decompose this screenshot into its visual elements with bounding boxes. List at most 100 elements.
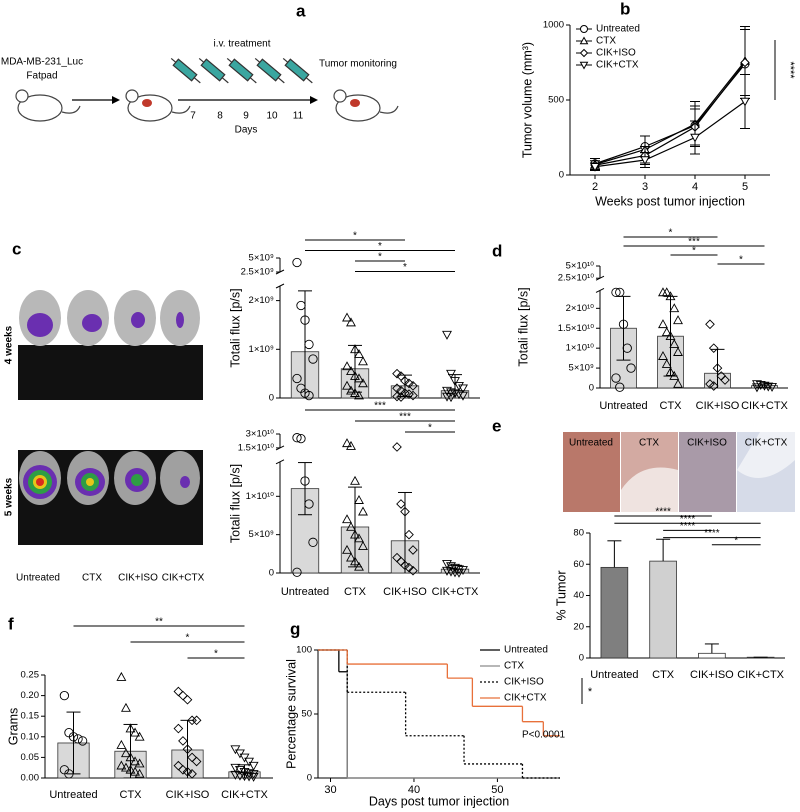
marker [342,514,352,524]
marker [408,545,418,555]
marker [446,393,456,403]
day: 8 [217,111,223,122]
imaging [18,290,203,545]
marker [611,287,621,298]
sig-label: * [692,246,696,257]
sig-label: * [186,633,190,644]
marker [120,748,131,758]
y-tick-label: 0.00 [21,773,40,784]
marker [308,537,318,547]
ihc-label: CTX [639,438,659,449]
arrow-head [310,96,318,104]
marker [458,566,468,576]
ihc-label: CIK+CTX [745,438,788,449]
y-tick-label: 500 [548,95,564,106]
marker [442,559,452,569]
marker [708,343,719,353]
marker [116,760,127,770]
sig-label: * [428,423,432,434]
marker [446,567,456,577]
y-tick-label: 0 [579,653,584,664]
legend-label: CTX [504,661,524,672]
x-tick-label: CIK+ISO [383,586,427,598]
marker [705,319,715,330]
marker [346,366,356,376]
marker [759,381,770,391]
x-tick-label: 50 [491,784,503,796]
marker [342,544,352,554]
mouse [127,94,173,122]
marker [191,715,202,726]
y-tick-label: 0.10 [21,731,40,742]
sig-label: * [214,649,218,660]
column-label: CIK+CTX [162,573,205,584]
y-tick-label: 1×10⁹ [249,344,274,355]
x-tick-label: Untreated [590,669,638,681]
marker [661,287,672,297]
marker [292,257,302,268]
mouse-tail [171,105,191,114]
marker [59,690,70,701]
marker [173,686,184,697]
x-tick-label: CTX [120,789,143,801]
sig-label: * [669,228,673,239]
ihc-texture [621,467,678,512]
sig-label: *** [688,237,700,248]
y-tick-label: 1×10¹⁰ [566,343,595,354]
marker [752,383,762,393]
annotation: * [588,686,593,698]
marker [354,390,364,400]
marker [64,769,74,779]
marker [669,339,680,348]
x-tick-label: 4 [692,181,698,193]
marker [358,356,368,366]
x-tick-label: Untreated [599,400,647,412]
sig-label: *** [399,412,411,423]
marker [191,756,202,767]
marker [400,506,410,517]
marker [296,433,306,444]
ihc-label: Untreated [569,438,613,449]
marker [446,369,456,379]
marker [446,562,456,572]
marker [354,561,364,571]
marker [77,736,88,746]
marker [120,702,131,712]
x-tick-label: CTX [660,400,683,412]
y-axis-title: Totali flux [p/s] [228,464,242,543]
panel-label: a [296,1,306,20]
marker [350,388,360,397]
cell-line: MDA-MB-231_Luc [1,57,83,68]
y-tick-label: 100 [296,645,312,656]
y-tick-label: 5×10⁹ [249,253,274,264]
y-tick-label: 80 [573,528,584,539]
bar [649,560,677,659]
marker [130,766,141,776]
y-axis-title: % Tumor [554,570,568,620]
marker [458,391,468,401]
marker [392,391,402,402]
y-axis-title: Percentage survival [284,659,298,769]
marker [342,312,352,322]
syringes [170,57,313,84]
marker [580,25,588,33]
marker [752,380,762,390]
marker [740,97,750,107]
marker [454,390,464,400]
x-tick-label: 30 [324,784,336,796]
marker [622,343,632,353]
y-tick-label: 20 [573,621,584,632]
marker [308,354,318,364]
y-tick-label: 1.5×10¹⁰ [558,323,594,334]
ihc-images [563,432,795,512]
marker [740,57,750,68]
y-tick-label: 2.5×10⁹ [241,267,274,278]
marker [579,48,589,58]
marker [404,562,414,573]
x-tick-label: CIK+CTX [741,400,788,412]
marker [178,736,188,746]
site: Fatpad [26,71,57,82]
marker [665,291,676,301]
marker [234,765,245,775]
